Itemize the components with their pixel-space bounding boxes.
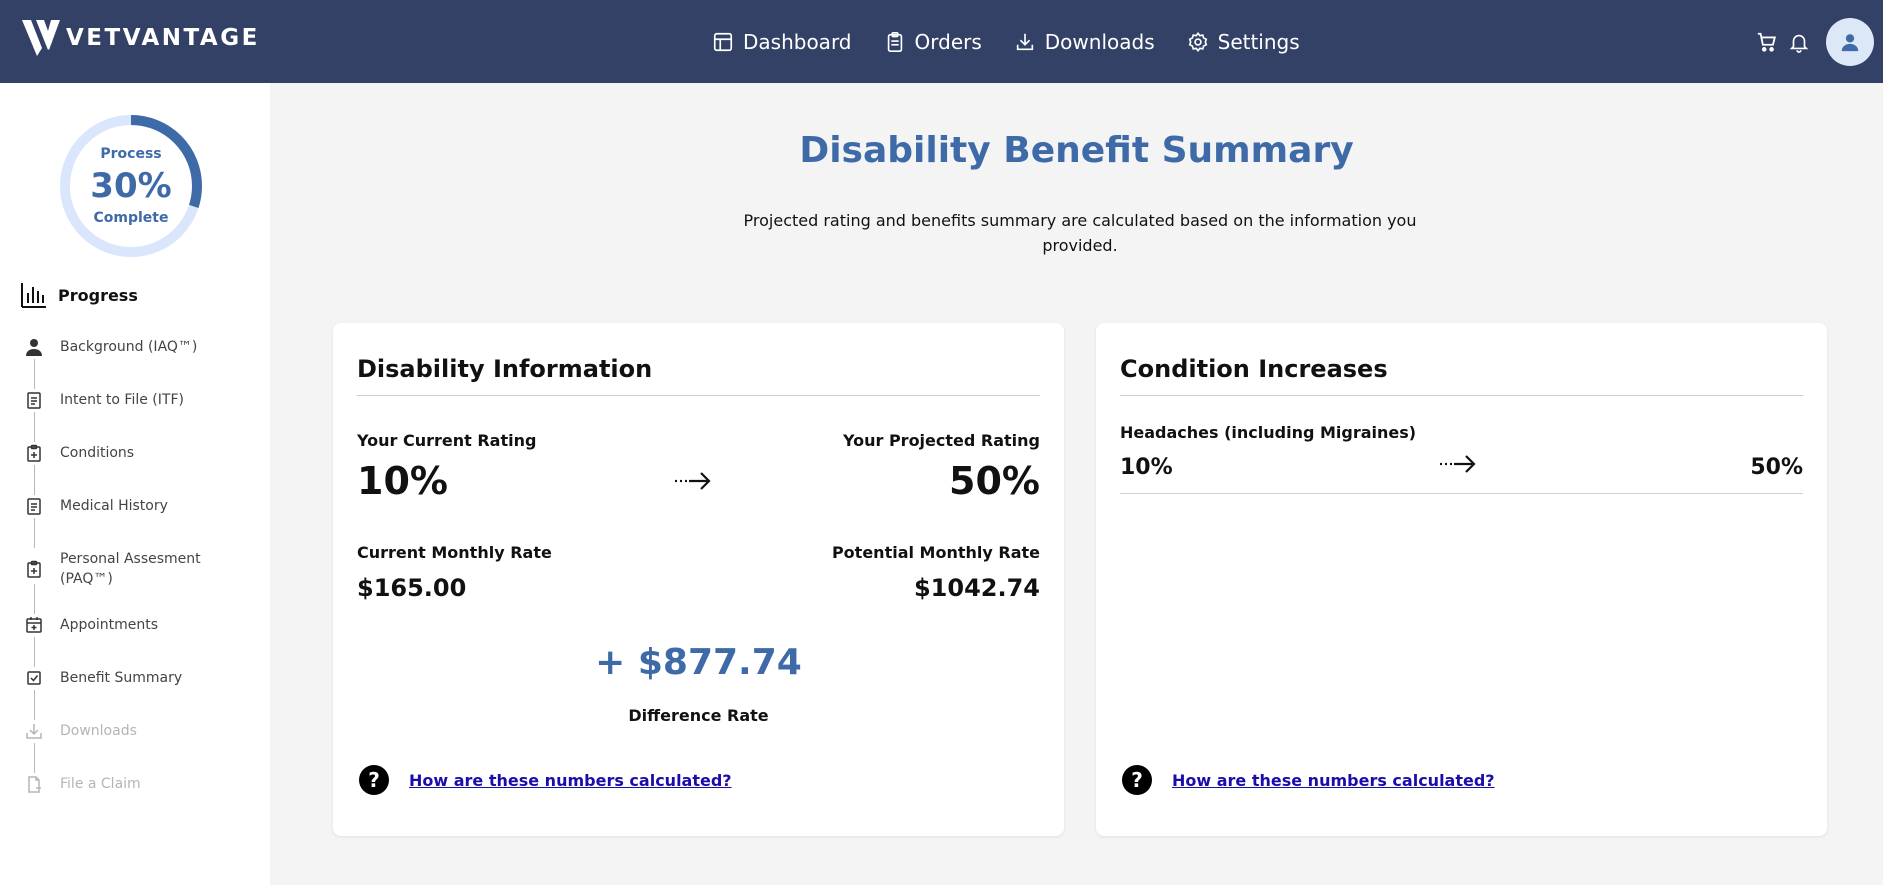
top-navigation-bar: VETVANTAGE Dashboard Orders Downloads Se… bbox=[0, 0, 1883, 83]
difference-amount: + $877.74 bbox=[595, 642, 802, 683]
step-label: Downloads bbox=[60, 723, 137, 739]
projected-rating-value: 50% bbox=[949, 459, 1040, 503]
arrow-right-icon bbox=[675, 472, 711, 490]
download-icon bbox=[1016, 33, 1033, 51]
nav-dashboard-label: Dashboard bbox=[743, 30, 852, 54]
question-icon: ? bbox=[359, 765, 389, 795]
bell-icon[interactable] bbox=[1788, 31, 1810, 53]
condition-divider bbox=[1120, 493, 1803, 494]
step-label: Conditions bbox=[60, 445, 135, 461]
ring-bottom-label: Complete bbox=[93, 210, 169, 226]
nav-dashboard[interactable]: Dashboard bbox=[712, 30, 852, 54]
step-intent-to-file[interactable]: Intent to File (ITF) bbox=[24, 390, 264, 410]
logo-text: VETVANTAGE bbox=[66, 25, 260, 51]
gear-icon bbox=[1188, 31, 1207, 53]
bar-chart-icon bbox=[21, 283, 46, 308]
step-benefit-summary[interactable]: Benefit Summary bbox=[24, 668, 264, 688]
help-calculation[interactable]: ? How are these numbers calculated? bbox=[1122, 765, 1495, 795]
dashboard-icon bbox=[713, 32, 733, 52]
step-connector bbox=[34, 743, 35, 773]
progress-heading: Progress bbox=[20, 281, 138, 309]
step-connector bbox=[34, 584, 35, 614]
progress-heading-label: Progress bbox=[58, 285, 138, 305]
step-medical-history[interactable]: Medical History bbox=[24, 496, 264, 516]
step-downloads[interactable]: Downloads bbox=[24, 721, 264, 741]
current-rating-label: Your Current Rating bbox=[357, 431, 537, 450]
ring-top-label: Process bbox=[100, 146, 162, 162]
main-nav: Dashboard Orders Downloads Settings bbox=[712, 22, 1332, 62]
process-ring: Process 30% Complete bbox=[58, 113, 204, 259]
projected-rating-label: Your Projected Rating bbox=[842, 431, 1040, 450]
condition-increases-card: Condition Increases Headaches (including… bbox=[1096, 323, 1827, 836]
sidebar: Process 30% Complete Progress Background… bbox=[0, 83, 270, 885]
step-personal-assessment[interactable]: Personal Assesment (PAQ™) bbox=[24, 549, 264, 589]
step-label: Appointments bbox=[60, 617, 159, 633]
step-conditions[interactable]: Conditions bbox=[24, 443, 264, 463]
calendar-icon bbox=[26, 617, 42, 633]
progress-ring-chart bbox=[60, 115, 202, 257]
potential-monthly-value: $1042.74 bbox=[913, 574, 1040, 602]
step-connector bbox=[34, 465, 35, 495]
step-label: Benefit Summary bbox=[60, 670, 183, 686]
document-icon bbox=[27, 392, 41, 409]
step-file-a-claim[interactable]: File a Claim bbox=[24, 774, 264, 794]
nav-downloads[interactable]: Downloads bbox=[1014, 30, 1155, 54]
step-connector bbox=[34, 518, 35, 548]
current-monthly-label: Current Monthly Rate bbox=[357, 543, 552, 562]
document-icon bbox=[27, 498, 41, 515]
checkbox-icon bbox=[27, 671, 41, 685]
condition-name: Headaches (including Migraines) bbox=[1120, 423, 1417, 442]
file-icon bbox=[28, 776, 41, 793]
ring-percent: 30% bbox=[90, 166, 172, 206]
user-avatar[interactable] bbox=[1826, 17, 1874, 66]
current-monthly-value: $165.00 bbox=[357, 574, 467, 602]
step-connector bbox=[34, 412, 35, 442]
disability-information-card: Disability Information Your Current Rati… bbox=[333, 323, 1064, 836]
current-rating-value: 10% bbox=[357, 459, 448, 503]
step-label: Background (IAQ™) bbox=[60, 339, 198, 355]
nav-settings[interactable]: Settings bbox=[1187, 30, 1300, 54]
nav-downloads-label: Downloads bbox=[1044, 30, 1155, 54]
page-subtitle: Projected rating and benefits summary ar… bbox=[743, 211, 1417, 255]
step-connector bbox=[34, 359, 35, 389]
clipboard-plus-icon bbox=[27, 560, 41, 578]
condition-from-value: 10% bbox=[1120, 455, 1173, 480]
potential-monthly-label: Potential Monthly Rate bbox=[831, 543, 1040, 562]
difference-label: Difference Rate bbox=[628, 706, 769, 725]
step-label: Intent to File (ITF) bbox=[60, 392, 184, 408]
how-calculated-link[interactable]: How are these numbers calculated? bbox=[409, 770, 732, 790]
step-label: File a Claim bbox=[60, 776, 141, 792]
nav-orders-label: Orders bbox=[914, 30, 982, 54]
step-background[interactable]: Background (IAQ™) bbox=[24, 337, 264, 357]
cart-icon[interactable] bbox=[1756, 31, 1778, 53]
download-icon bbox=[26, 724, 42, 739]
card-title: Condition Increases bbox=[1120, 355, 1388, 383]
step-appointments[interactable]: Appointments bbox=[24, 615, 264, 635]
clipboard-icon bbox=[887, 32, 902, 52]
clipboard-plus-icon bbox=[27, 444, 41, 462]
nav-orders[interactable]: Orders bbox=[884, 30, 982, 54]
step-connector bbox=[34, 690, 35, 720]
ring-progress-arc bbox=[60, 115, 202, 257]
card-title: Disability Information bbox=[357, 355, 653, 383]
card-divider bbox=[357, 395, 1040, 396]
step-label: Medical History bbox=[60, 498, 168, 514]
arrow-right-icon bbox=[1440, 455, 1476, 473]
person-icon bbox=[26, 339, 42, 356]
help-calculation[interactable]: ? How are these numbers calculated? bbox=[359, 765, 732, 795]
card-divider bbox=[1120, 395, 1803, 396]
ring-text: Process 30% Complete bbox=[58, 113, 204, 259]
vetvantage-logo[interactable]: VETVANTAGE bbox=[22, 20, 260, 56]
how-calculated-link[interactable]: How are these numbers calculated? bbox=[1172, 770, 1495, 790]
header-actions bbox=[1756, 0, 1883, 83]
page-title: Disability Benefit Summary bbox=[799, 130, 1354, 171]
user-icon bbox=[1841, 33, 1859, 51]
step-label: Personal Assesment (PAQ™) bbox=[60, 551, 201, 587]
logo-mark-icon bbox=[22, 20, 60, 56]
step-connector bbox=[34, 637, 35, 667]
nav-settings-label: Settings bbox=[1217, 30, 1300, 54]
question-icon: ? bbox=[1122, 765, 1152, 795]
condition-to-value: 50% bbox=[1750, 455, 1803, 480]
